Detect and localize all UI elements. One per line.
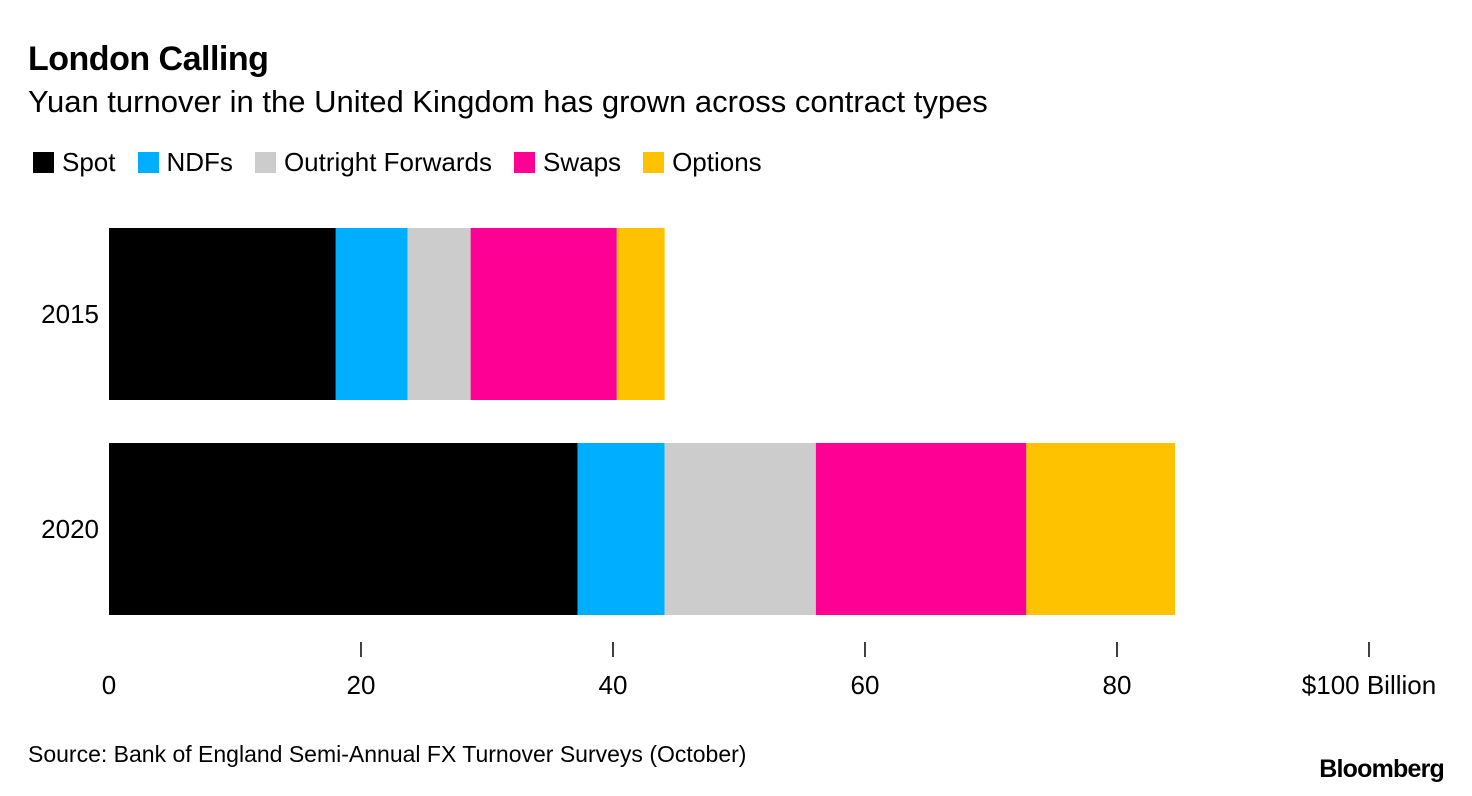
x-tick-label: 80: [1103, 670, 1132, 700]
category-label-2020: 2020: [41, 514, 99, 544]
legend-swatch-swaps: [514, 152, 536, 173]
legend-label: Options: [672, 147, 762, 177]
bar-2015-ndfs: [335, 228, 408, 400]
x-tick-label: $100 Billion: [1302, 670, 1436, 700]
bar-2015-options: [616, 228, 665, 400]
legend: Spot NDFs Outright Forwards Swaps Options: [33, 147, 784, 178]
legend-item-swaps: Swaps: [514, 147, 621, 178]
source-note: Source: Bank of England Semi-Annual FX T…: [28, 741, 747, 767]
legend-swatch-options: [643, 152, 665, 173]
legend-label: Outright Forwards: [283, 147, 493, 177]
bar-2020-ndfs: [577, 443, 665, 615]
legend-item-outright-forwards: Outright Forwards: [254, 147, 493, 178]
bar-2020-options: [1026, 443, 1175, 615]
legend-swatch-outright-forwards: [254, 152, 276, 173]
x-tick-label: 20: [347, 670, 376, 700]
x-tick-label: 40: [599, 670, 628, 700]
bar-2020-outright-forwards: [664, 443, 816, 615]
chart-title: London Calling: [28, 40, 269, 78]
legend-label: Spot: [62, 147, 116, 177]
bar-2020-swaps: [815, 443, 1027, 615]
chart-subtitle: Yuan turnover in the United Kingdom has …: [28, 84, 988, 119]
legend-item-spot: Spot: [33, 147, 116, 178]
bar-2015-outright-forwards: [407, 228, 471, 400]
category-label-2015: 2015: [41, 299, 99, 329]
bar-2015-spot: [109, 228, 336, 400]
x-tick-label: 0: [102, 670, 116, 700]
bar-2020-spot: [109, 443, 578, 615]
legend-label: NDFs: [166, 147, 233, 177]
legend-item-ndfs: NDFs: [137, 147, 233, 178]
legend-swatch-ndfs: [137, 152, 159, 173]
brand-logo: Bloomberg: [1319, 755, 1445, 783]
legend-swatch-spot: [33, 152, 54, 173]
legend-item-options: Options: [643, 147, 762, 178]
bar-2015-swaps: [470, 228, 617, 400]
x-tick-label: 60: [851, 670, 880, 700]
legend-label: Swaps: [543, 147, 622, 177]
